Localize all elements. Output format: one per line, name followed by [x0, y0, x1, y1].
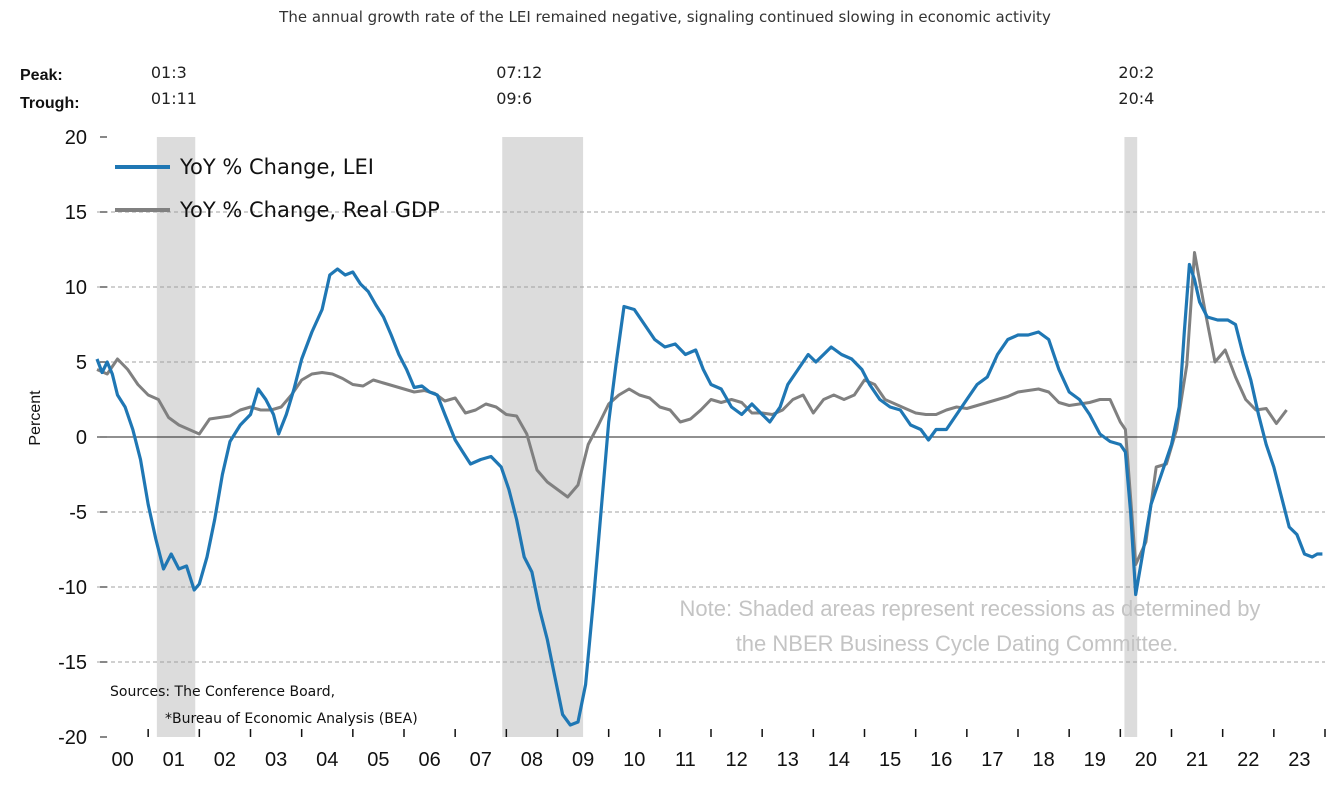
- x-tick-label: 12: [725, 749, 747, 771]
- trough-date-2: 09:6: [496, 89, 532, 108]
- source-line-1: Sources: The Conference Board,: [110, 684, 335, 700]
- peak-date-2: 07:12: [496, 63, 542, 82]
- x-tick-label: 15: [879, 749, 901, 771]
- x-tick-label: 01: [163, 749, 185, 771]
- trough-date-3: 20:4: [1118, 89, 1154, 108]
- x-tick-label: 18: [1032, 749, 1054, 771]
- legend-label-gdp: YoY % Change, Real GDP: [179, 198, 440, 222]
- y-tick-label: 5: [76, 352, 87, 374]
- x-tick-label: 13: [777, 749, 799, 771]
- y-axis-label: Percent: [27, 390, 44, 446]
- peak-date-3: 20:2: [1118, 63, 1154, 82]
- peak-date-1: 01:3: [151, 63, 187, 82]
- x-tick-label: 03: [265, 749, 287, 771]
- y-tick-label: -20: [58, 727, 87, 749]
- x-tick-label: 17: [981, 749, 1003, 771]
- x-tick-label: 14: [828, 749, 850, 771]
- sources: Sources: The Conference Board, *Bureau o…: [110, 684, 418, 727]
- x-tick-label: 11: [675, 749, 696, 771]
- x-tick-label: 05: [367, 749, 389, 771]
- series-line-gdp: [96, 251, 1288, 566]
- y-tick-label: -10: [58, 577, 87, 599]
- y-tick-label: -5: [69, 502, 87, 524]
- x-tick-label: 16: [930, 749, 952, 771]
- chart-title: The annual growth rate of the LEI remain…: [278, 8, 1051, 26]
- note: Note: Shaded areas represent recessions …: [680, 596, 1261, 656]
- y-tick-label: 10: [65, 277, 87, 299]
- x-tick-label: 19: [1084, 749, 1106, 771]
- series-layer: [95, 251, 1323, 727]
- trough-header: Trough:: [20, 95, 80, 112]
- source-line-2: *Bureau of Economic Analysis (BEA): [165, 711, 418, 727]
- trough-date-1: 01:11: [151, 89, 197, 108]
- x-tick-label: 20: [1135, 749, 1157, 771]
- y-tick-label: -15: [58, 652, 87, 674]
- legend-label-lei: YoY % Change, LEI: [179, 155, 374, 179]
- note-line-2: the NBER Business Cycle Dating Committee…: [736, 631, 1179, 656]
- x-tick-label: 21: [1186, 749, 1208, 771]
- peak-header: Peak:: [20, 67, 63, 84]
- y-axis: 20 15 10 5 0 -5 -10 -15 -20: [58, 127, 107, 749]
- y-tick-label: 20: [65, 127, 87, 149]
- note-line-1: Note: Shaded areas represent recessions …: [680, 596, 1261, 621]
- y-tick-label: 15: [65, 202, 87, 224]
- x-tick-label: 07: [470, 749, 492, 771]
- x-tick-label: 08: [521, 749, 543, 771]
- x-tick-label: 10: [623, 749, 645, 771]
- x-tick-label: 23: [1288, 749, 1310, 771]
- legend: YoY % Change, LEI YoY % Change, Real GDP: [115, 155, 440, 222]
- peak-trough-labels: 01:3 01:11 07:12 09:6 20:2 20:4: [151, 63, 1154, 108]
- series-line-lei: [95, 262, 1323, 727]
- x-tick-label: 02: [214, 749, 236, 771]
- x-tick-label: 22: [1237, 749, 1259, 771]
- x-tick-label: 00: [111, 749, 133, 771]
- x-tick-label: 04: [316, 749, 338, 771]
- x-tick-label: 06: [418, 749, 440, 771]
- x-axis: 00 01 02 03 04 05 06 07 08 09 10 11 12 13 14 15 16 17 18 19…: [111, 729, 1326, 771]
- x-tick-label: 09: [572, 749, 594, 771]
- y-tick-label: 0: [76, 427, 87, 449]
